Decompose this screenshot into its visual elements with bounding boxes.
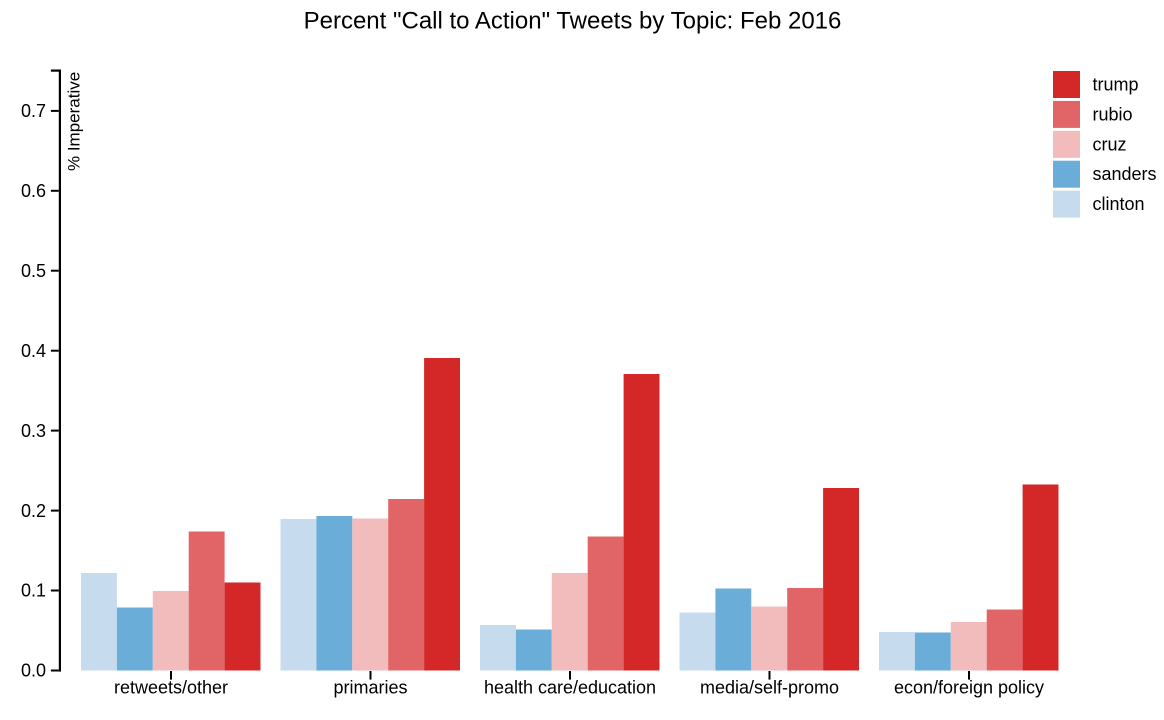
svg-text:health care/education: health care/education xyxy=(484,677,656,697)
svg-text:0.7: 0.7 xyxy=(21,101,46,121)
svg-text:0.3: 0.3 xyxy=(21,421,46,441)
svg-text:cruz: cruz xyxy=(1093,134,1127,154)
svg-text:econ/foreign policy: econ/foreign policy xyxy=(894,677,1044,697)
svg-text:0.1: 0.1 xyxy=(21,581,46,601)
svg-text:sanders: sanders xyxy=(1093,164,1157,184)
svg-text:Percent "Call to Action" Tweet: Percent "Call to Action" Tweets by Topic… xyxy=(304,8,842,35)
svg-text:media/self-promo: media/self-promo xyxy=(700,677,839,697)
svg-text:% Imperative: % Imperative xyxy=(65,72,84,171)
svg-text:retweets/other: retweets/other xyxy=(114,677,228,697)
svg-text:trump: trump xyxy=(1093,74,1139,94)
svg-text:0.6: 0.6 xyxy=(21,181,46,201)
svg-text:0.5: 0.5 xyxy=(21,261,46,281)
svg-text:primaries: primaries xyxy=(333,677,407,697)
svg-text:0.0: 0.0 xyxy=(21,661,46,681)
svg-text:0.4: 0.4 xyxy=(21,341,46,361)
svg-text:clinton: clinton xyxy=(1093,194,1145,214)
svg-text:rubio: rubio xyxy=(1093,104,1133,124)
svg-text:0.2: 0.2 xyxy=(21,501,46,521)
